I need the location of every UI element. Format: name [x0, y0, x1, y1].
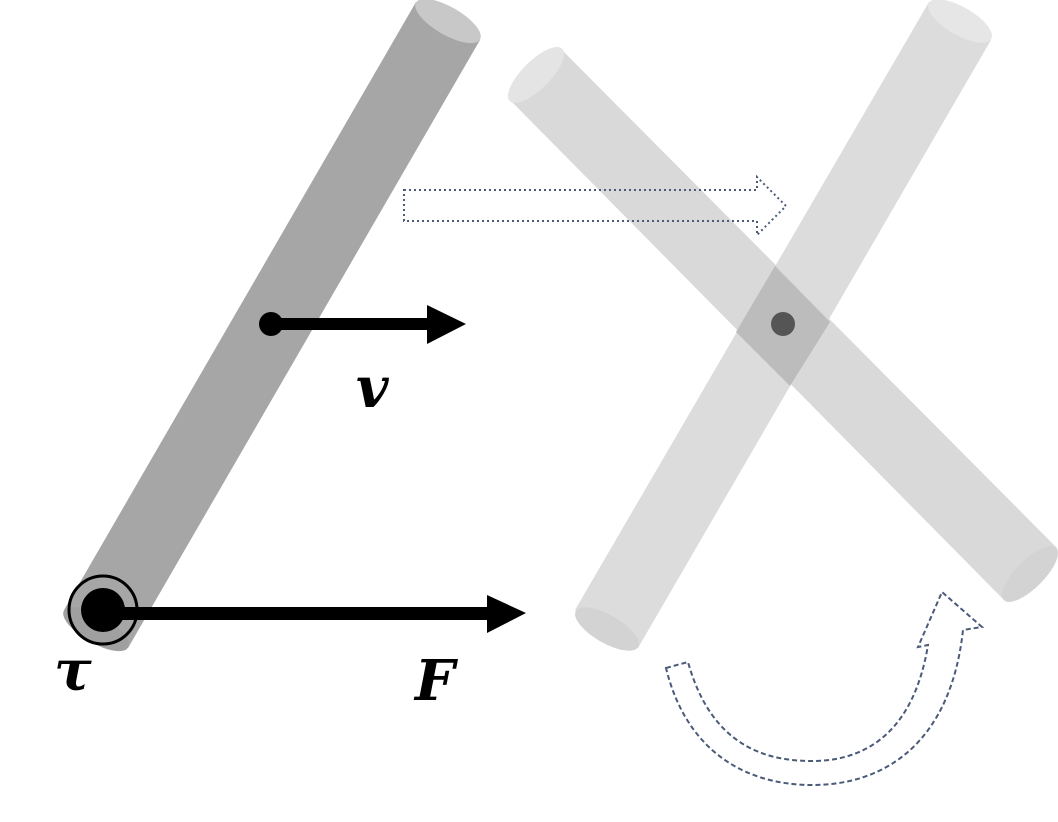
force-arrow — [103, 595, 526, 633]
rotation-arrow-icon — [664, 590, 985, 787]
velocity-arrow — [259, 305, 466, 344]
ghost-center-dot — [771, 312, 795, 336]
force-label: F — [413, 648, 459, 714]
torque-symbol-icon — [67, 574, 139, 646]
velocity-label: v — [356, 355, 390, 421]
translation-arrow-icon — [403, 174, 788, 238]
torque-label: τ — [54, 638, 92, 704]
